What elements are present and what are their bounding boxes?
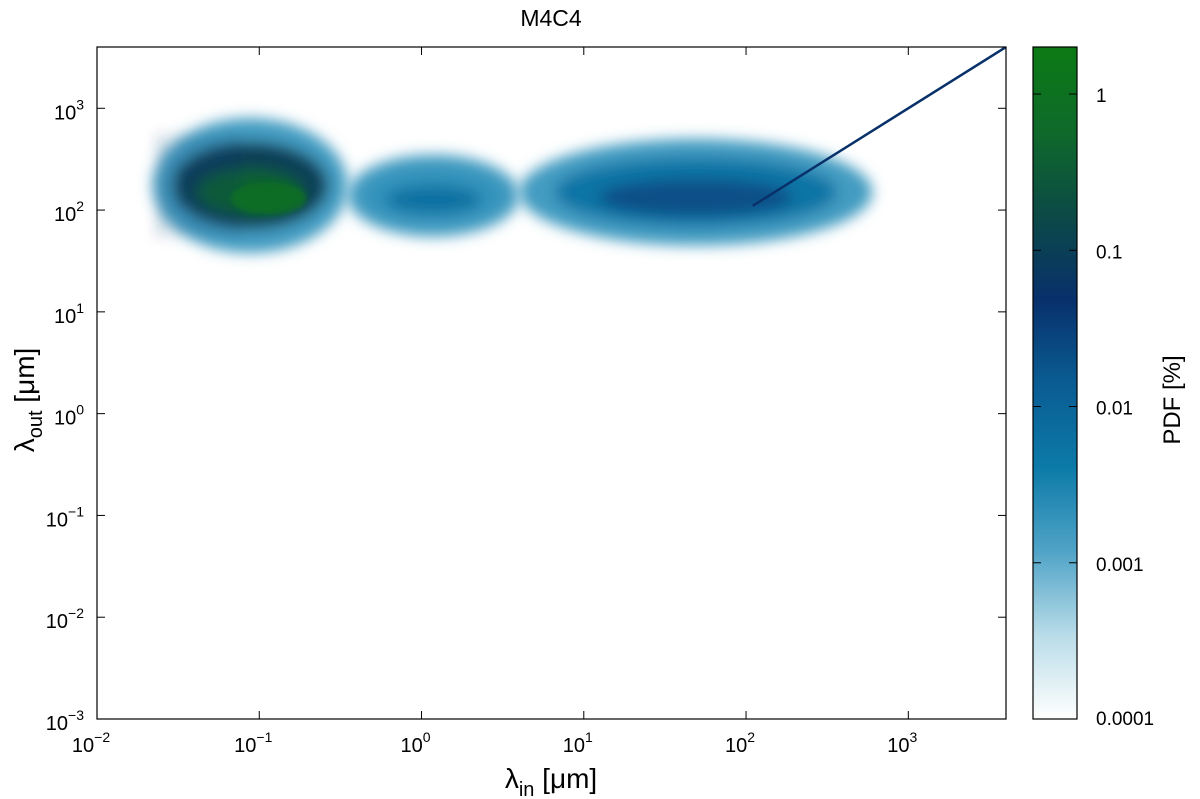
density-peak (230, 182, 307, 215)
colorbar-ticks: 1 0.1 0.01 0.001 0.0001 (1033, 86, 1154, 730)
x-axis-label-main: λ (505, 763, 519, 794)
colorbar-label: PDF [%] (1159, 355, 1186, 444)
y-tick-label: 10−2 (46, 605, 84, 633)
x-tick-label: 101 (563, 729, 593, 757)
density-band (159, 134, 164, 237)
x-axis-label: λin [μm] (505, 763, 597, 799)
density-band (203, 134, 208, 237)
density-core (598, 178, 793, 217)
x-tick-label: 102 (725, 729, 755, 757)
y-axis-label-main: λ (9, 438, 40, 452)
y-tick-label: 100 (54, 402, 84, 430)
heatmap-density (152, 47, 1006, 253)
density-band (232, 134, 237, 237)
density-band (189, 134, 194, 237)
density-region (519, 138, 873, 246)
density-band (174, 134, 179, 237)
density-region (347, 154, 520, 237)
y-tick-label: 101 (54, 300, 84, 328)
y-tick-label: 103 (54, 96, 84, 124)
x-tick-label: 103 (887, 729, 917, 757)
colorbar-tick-label: 0.001 (1096, 555, 1144, 576)
plot-frame (96, 46, 1007, 720)
y-axis-label: λout [μm] (9, 348, 47, 453)
y-axis-label-sub: out (25, 410, 47, 438)
y-tick-label: 10−1 (46, 503, 84, 531)
diagonal-line (752, 47, 1006, 207)
x-tick-label: 100 (401, 729, 431, 757)
x-tick-label: 10−1 (234, 729, 272, 757)
x-axis-ticks: 10−2 10−1 100 101 102 103 (72, 47, 918, 757)
chart-title: M4C4 (520, 5, 582, 31)
colorbar-tick-label: 0.01 (1096, 399, 1133, 420)
y-axis-ticks: 10−3 10−2 10−1 100 101 102 103 (46, 96, 1006, 735)
x-tick-label: 10−2 (72, 729, 110, 757)
x-axis-label-unit: [μm] (534, 763, 597, 794)
density-band (218, 134, 223, 237)
colorbar-tick-label: 0.0001 (1096, 709, 1154, 730)
density-core (386, 185, 481, 214)
y-tick-label: 102 (54, 198, 84, 226)
y-tick-label: 10−3 (46, 707, 84, 735)
colorbar-tick-label: 0.1 (1096, 242, 1122, 263)
colorbar (1032, 46, 1078, 720)
y-axis-label-unit: [μm] (9, 348, 40, 411)
colorbar-tick-label: 1 (1096, 86, 1107, 107)
x-axis-label-sub: in (519, 779, 535, 799)
